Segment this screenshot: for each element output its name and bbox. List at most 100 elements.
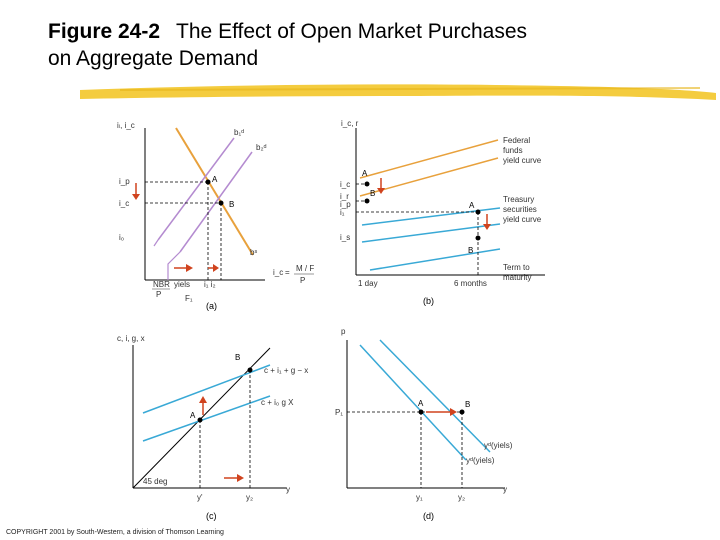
panel-a-red-arrow-right-2 xyxy=(208,264,219,272)
panel-b-red-arrow-left xyxy=(377,178,385,194)
panel-a-label-B: B xyxy=(229,200,234,209)
panel-d-label-y-axis-end: y xyxy=(503,485,507,494)
panel-a-label-A: A xyxy=(212,175,218,184)
panel-b-treasury-curve-3 xyxy=(369,248,501,271)
panel-a-supply-line xyxy=(175,127,254,256)
panel-b-label-ir: i_r xyxy=(340,192,349,201)
panel-a-label-ic: i_c xyxy=(119,199,129,208)
panel-a-label-b2: b₂ᵈ xyxy=(256,143,267,152)
panel-a-label-F1: F₁ xyxy=(185,294,193,303)
panel-d-label-A: A xyxy=(418,399,424,408)
panel-c-red-arrow-up xyxy=(199,396,207,415)
panel-b-point-B2 xyxy=(475,235,481,241)
panel-a-red-arrow-right xyxy=(174,264,193,272)
panel-b-treasury-label-2: securities xyxy=(503,205,537,214)
panel-a-eq-mid: = xyxy=(285,268,290,277)
panel-d-point-B xyxy=(459,409,465,415)
panel-b-treasury-curve-2 xyxy=(361,223,501,243)
panel-c-expenditure-lower xyxy=(142,395,271,442)
panel-a-purple-kink-1 xyxy=(167,251,181,280)
panel-a-label-b1: b₁ᵈ xyxy=(234,128,244,137)
figure-number: Figure 24-2 xyxy=(48,20,161,43)
panel-b-label-i2: i_s xyxy=(340,233,350,242)
panel-c-point-A xyxy=(197,417,203,423)
panel-b-label-ip: i_p xyxy=(340,200,351,209)
panel-a-label-ip: i_p xyxy=(119,177,130,186)
panel-d-y-axis-label: p xyxy=(341,327,346,336)
copyright-notice: COPYRIGHT 2001 by South-Western, a divis… xyxy=(6,529,224,536)
panel-c: c, i, g, x A B c + i₁ + g − x c + i₀ g X… xyxy=(117,334,308,521)
panel-b-red-arrow-right xyxy=(483,214,491,230)
panel-d-point-A xyxy=(418,409,424,415)
panel-a-label-i0: i₀ xyxy=(119,233,124,242)
panel-b-point-A2 xyxy=(475,209,481,215)
panel-b: i_c, r A B A B i_c i_r i_p i₁ i_s xyxy=(340,119,545,306)
panel-c-y-axis-label: c, i, g, x xyxy=(117,334,145,343)
panel-b-label-A2: A xyxy=(469,201,475,210)
panel-a-point-A xyxy=(205,179,211,185)
title-line-1: The Effect of Open Market Purchases xyxy=(176,20,527,43)
panel-b-fed-curve-label-2: funds xyxy=(503,146,523,155)
panel-b-fed-curve-label-3: yield curve xyxy=(503,156,542,165)
highlight-stroke xyxy=(80,84,716,100)
panel-b-term-label-2: maturity xyxy=(503,273,531,282)
panel-a-purple-kink-2 xyxy=(153,239,159,247)
panel-b-label-ic: i_c xyxy=(340,180,350,189)
panel-b-fed-curve-label-1: Federal xyxy=(503,136,530,145)
panel-b-label-oneday: 1 day xyxy=(358,279,378,288)
panel-d-label-B: B xyxy=(465,400,470,409)
panel-b-fed-curve-1 xyxy=(359,139,499,179)
panel-b-label-B: B xyxy=(370,189,375,198)
panel-a-label-nbr: NBR xyxy=(153,280,170,289)
panel-b-treasury-label-3: yield curve xyxy=(503,215,542,224)
panel-b-point-B xyxy=(364,198,370,204)
highlight-stroke-shadow xyxy=(119,87,701,91)
panel-a-point-B xyxy=(218,200,224,206)
panel-a-label-bs: bˢ xyxy=(250,248,257,257)
panel-b-y-axis-label: i_c, r xyxy=(341,119,359,128)
panel-d-label-P1: P₁ xyxy=(335,408,343,417)
panel-c-label-y2: y₂ xyxy=(246,493,253,502)
panel-c-label-y-axis-end: y xyxy=(286,485,290,494)
panel-c-label-upper: c + i₁ + g − x xyxy=(264,366,308,375)
panel-d-ad-line-1 xyxy=(359,344,467,461)
panel-b-label-B2: B xyxy=(468,246,473,255)
panel-b-label-i1: i₁ xyxy=(340,208,345,217)
panel-d-label-ad2: yᵈ(yiels) xyxy=(484,441,513,450)
panel-b-treasury-label-1: Treasury xyxy=(503,195,534,204)
panel-c-caption: (c) xyxy=(206,511,217,521)
panel-c-label-B: B xyxy=(235,353,240,362)
panel-a-eq-lhs: i_c xyxy=(273,268,283,277)
panel-c-label-lower: c + i₀ g X xyxy=(261,398,294,407)
panel-a-label-rhs: i₁ i₂ xyxy=(204,280,216,289)
panel-b-caption: (b) xyxy=(423,296,434,306)
panel-a-red-arrow-down xyxy=(132,183,140,200)
panel-c-label-A: A xyxy=(190,411,196,420)
panel-a-demand-line-2 xyxy=(179,151,253,253)
panel-d-label-y1: y₁ xyxy=(416,493,423,502)
panel-a: iₗ, i_c A B b₁ᵈ b₂ᵈ bˢ i_p i_c i₀ xyxy=(117,121,314,311)
panel-b-label-sixmonths: 6 months xyxy=(454,279,487,288)
title-line-2: on Aggregate Demand xyxy=(48,47,259,70)
panel-a-eq-den: P xyxy=(300,276,305,285)
panel-a-y-axis-label: iₗ, i_c xyxy=(117,121,135,130)
panel-c-label-y1: y' xyxy=(197,493,203,502)
panel-b-label-A: A xyxy=(362,169,368,178)
panel-a-demand-line-1 xyxy=(157,137,235,241)
panel-d-red-arrow-right xyxy=(426,408,457,416)
panel-b-point-A xyxy=(364,181,370,187)
panel-a-caption: (a) xyxy=(206,301,217,311)
panel-a-eq-num: M / F xyxy=(296,264,314,273)
panel-c-red-arrow-right xyxy=(224,474,244,482)
panel-d-label-y2: y₂ xyxy=(458,493,465,502)
panel-c-label-deg: 45 deg xyxy=(143,477,167,486)
panel-a-label-yiels: yiels xyxy=(174,280,190,289)
figure-title: Figure 24-2 The Effect of Open Market Pur… xyxy=(48,18,527,72)
panel-d-label-ad1: yᵈ(yiels) xyxy=(466,456,495,465)
panel-a-label-p: P xyxy=(156,290,161,299)
panel-b-term-label-1: Term to xyxy=(503,263,530,272)
panel-c-point-B xyxy=(247,367,253,373)
panel-d-caption: (d) xyxy=(423,511,434,521)
panel-d-ad-line-2 xyxy=(379,339,491,453)
